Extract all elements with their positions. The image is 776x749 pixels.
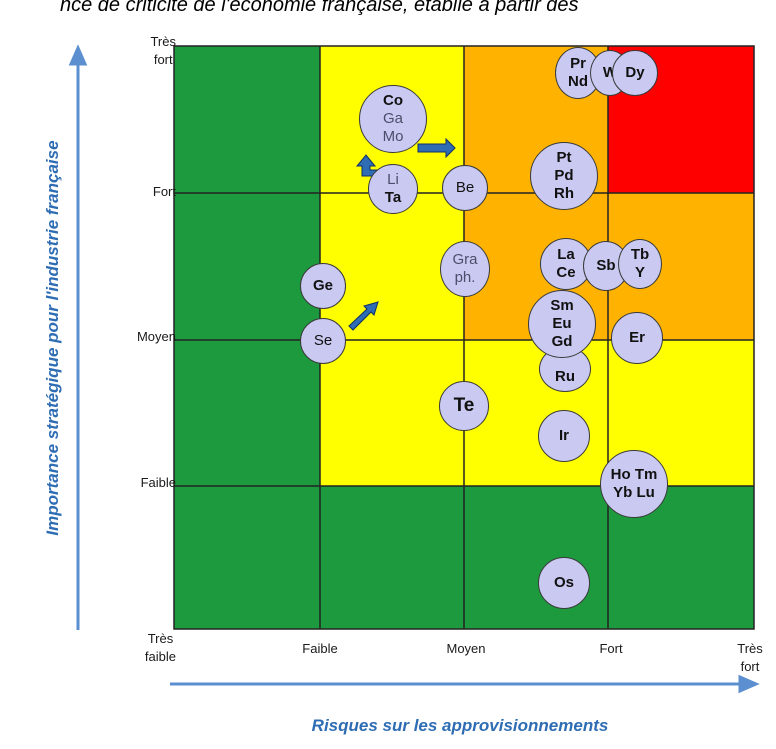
bubble-os: Os [538, 557, 590, 609]
x-axis-title: Risques sur les approvisionnements [311, 716, 609, 735]
bubble-se: Se [300, 318, 346, 364]
bubble-li-ta: Li Ta [368, 164, 418, 214]
bubble-sm-eu-gd: Sm Eu Gd [528, 290, 596, 358]
x-level-faible: Faible [302, 641, 338, 656]
move-arrow-right [417, 137, 456, 159]
y-level-fort: Fort [152, 184, 176, 199]
x-level-fort: Fort [599, 641, 623, 656]
bubble-ho-tm-yb-lu: Ho Tm Yb Lu [600, 450, 668, 518]
y-level-moyen: Moyen [136, 329, 176, 344]
figure-title-fragment: nce de criticité de l'économie française… [60, 0, 579, 16]
bubble-te: Te [439, 381, 489, 431]
bubble-tb-y: Tb Y [618, 239, 662, 289]
x-axis-arrow [170, 674, 760, 694]
y-level-faible: Faible [140, 475, 176, 490]
bubble-ir: Ir [538, 410, 590, 462]
y-level-tres-fort: Très fort [150, 34, 176, 67]
bubble-be: Be [442, 165, 488, 211]
bubble-co-ga-mo: Co Ga Mo [359, 85, 427, 153]
bubble-dy: Dy [612, 50, 658, 96]
move-arrow-up-left [355, 154, 379, 177]
x-level-tres-fort: Très fort [737, 641, 763, 674]
x-level-moyen: Moyen [446, 641, 486, 656]
y-axis-arrow [68, 44, 88, 630]
bubble-ge: Ge [300, 263, 346, 309]
move-arrow-diagonal [348, 301, 379, 331]
y-axis-title: Importance stratégique pour l'industrie … [43, 140, 62, 536]
bubble-graphite: Gra ph. [440, 241, 490, 297]
bubble-pt-pd-rh: Pt Pd Rh [530, 142, 598, 210]
y-level-tres-faible: Très faible [144, 631, 176, 664]
bubble-er: Er [611, 312, 663, 364]
